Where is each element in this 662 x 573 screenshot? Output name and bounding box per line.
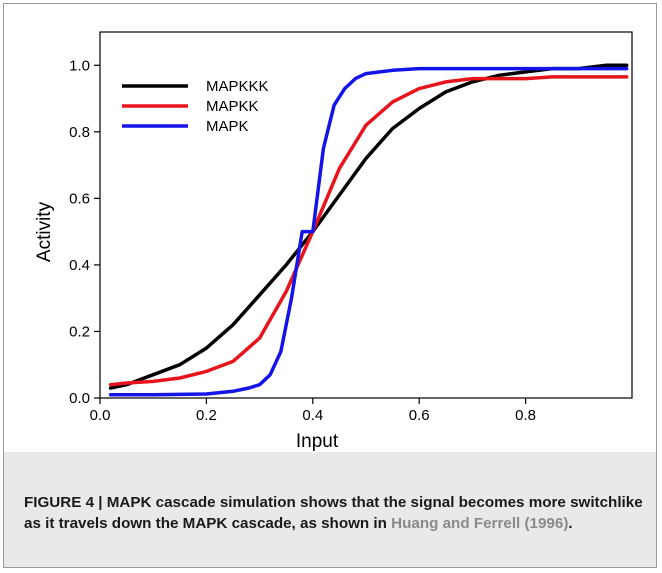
x-tick-label: 0.2 bbox=[196, 407, 217, 424]
legend-label: MAPKKK bbox=[206, 78, 269, 95]
caption-panel bbox=[3, 452, 657, 568]
x-tick-label: 0.6 bbox=[409, 407, 430, 424]
x-tick-label: 0.8 bbox=[515, 407, 536, 424]
x-axis-label: Input bbox=[296, 431, 339, 452]
legend-label: MAPK bbox=[206, 118, 249, 135]
y-tick-label: 0.2 bbox=[69, 323, 90, 340]
caption-text: FIGURE 4 | MAPK cascade simulation shows… bbox=[24, 494, 643, 532]
y-axis-label: Activity bbox=[34, 201, 55, 262]
series-line-mapk bbox=[108, 66, 629, 397]
y-tick-label: 0.4 bbox=[69, 257, 90, 274]
series-line-mapkk bbox=[108, 75, 629, 387]
figure-caption: FIGURE 4 | MAPK cascade simulation shows… bbox=[24, 492, 644, 534]
caption-end: . bbox=[568, 515, 573, 532]
y-tick-label: 1.0 bbox=[69, 57, 90, 74]
legend-label: MAPKK bbox=[206, 98, 259, 115]
y-tick-label: 0.0 bbox=[69, 390, 90, 407]
y-tick-label: 0.6 bbox=[69, 190, 90, 207]
y-tick-label: 0.8 bbox=[69, 124, 90, 141]
x-tick-label: 0.0 bbox=[90, 407, 111, 424]
caption-reference-link[interactable]: Huang and Ferrell (1996) bbox=[391, 515, 569, 532]
series-line-mapkkk bbox=[108, 63, 629, 390]
plot-frame bbox=[99, 31, 633, 399]
x-tick-label: 0.4 bbox=[302, 407, 323, 424]
